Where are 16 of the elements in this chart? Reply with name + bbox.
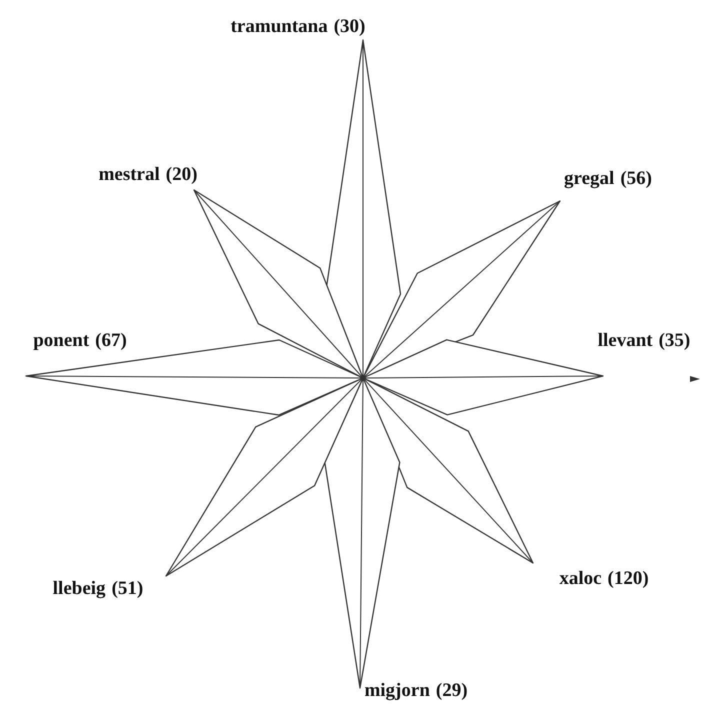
category-label: ponent xyxy=(33,330,90,352)
category-label: tramuntana xyxy=(230,16,328,38)
category-label: mestral xyxy=(98,164,160,186)
category-label: llebeig xyxy=(52,578,106,600)
data-label: (56) xyxy=(620,168,652,190)
data-label: (29) xyxy=(436,680,468,702)
data-label: (51) xyxy=(112,578,144,600)
category-label: llevant xyxy=(598,330,654,352)
data-label: (120) xyxy=(608,568,649,590)
category-label: migjorn xyxy=(364,680,430,702)
data-label: (35) xyxy=(658,330,690,352)
category-label: gregal xyxy=(564,168,614,190)
data-label: (67) xyxy=(95,330,127,352)
category-label: xaloc xyxy=(559,568,602,590)
data-label: (30) xyxy=(334,16,366,38)
data-label: (20) xyxy=(166,164,198,186)
